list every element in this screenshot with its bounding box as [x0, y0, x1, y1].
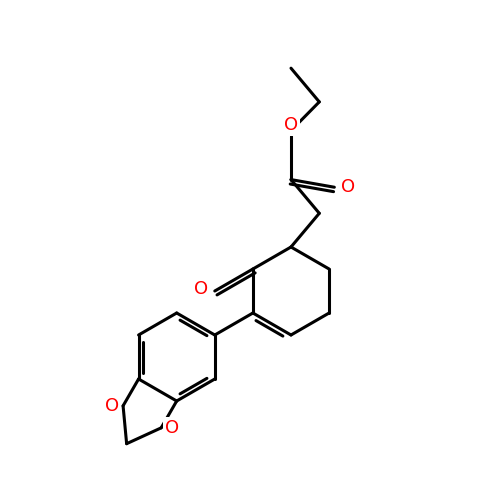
Text: O: O [105, 397, 119, 415]
Text: O: O [165, 419, 179, 437]
Text: O: O [284, 116, 298, 134]
Text: O: O [342, 178, 355, 196]
Text: O: O [194, 280, 208, 297]
